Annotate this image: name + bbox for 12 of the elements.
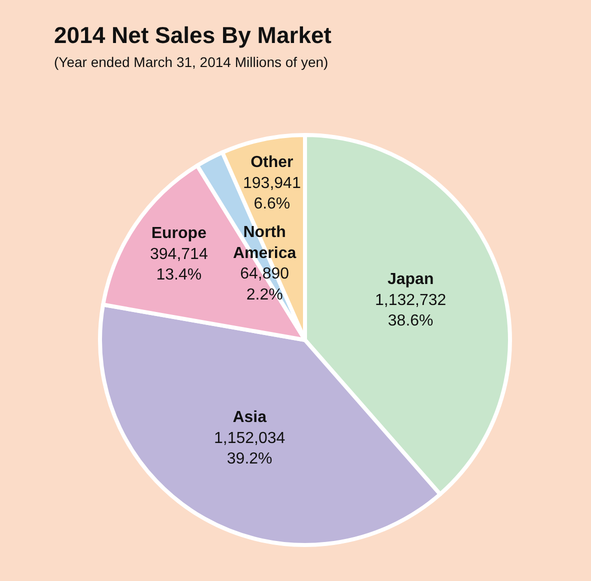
slice-label: Other [250,154,294,171]
slice-label: North America [233,224,296,262]
data-label: 1,132,732 38.6% [375,292,446,330]
slice-label: Asia [232,409,267,426]
data-label: 193,941 6.6% [243,174,301,213]
data-label: 1,152,034 39.2% [214,430,286,468]
slice-label: Japan [387,271,434,288]
data-label: 64,890 2.2% [240,266,290,304]
chart-subtitle: (Year ended March 31, 2014 Millions of yen) [54,54,328,70]
slice-label: Europe [151,225,207,242]
chart-title: 2014 Net Sales By Market [54,22,332,48]
data-label: 394,714 13.4% [150,246,208,284]
